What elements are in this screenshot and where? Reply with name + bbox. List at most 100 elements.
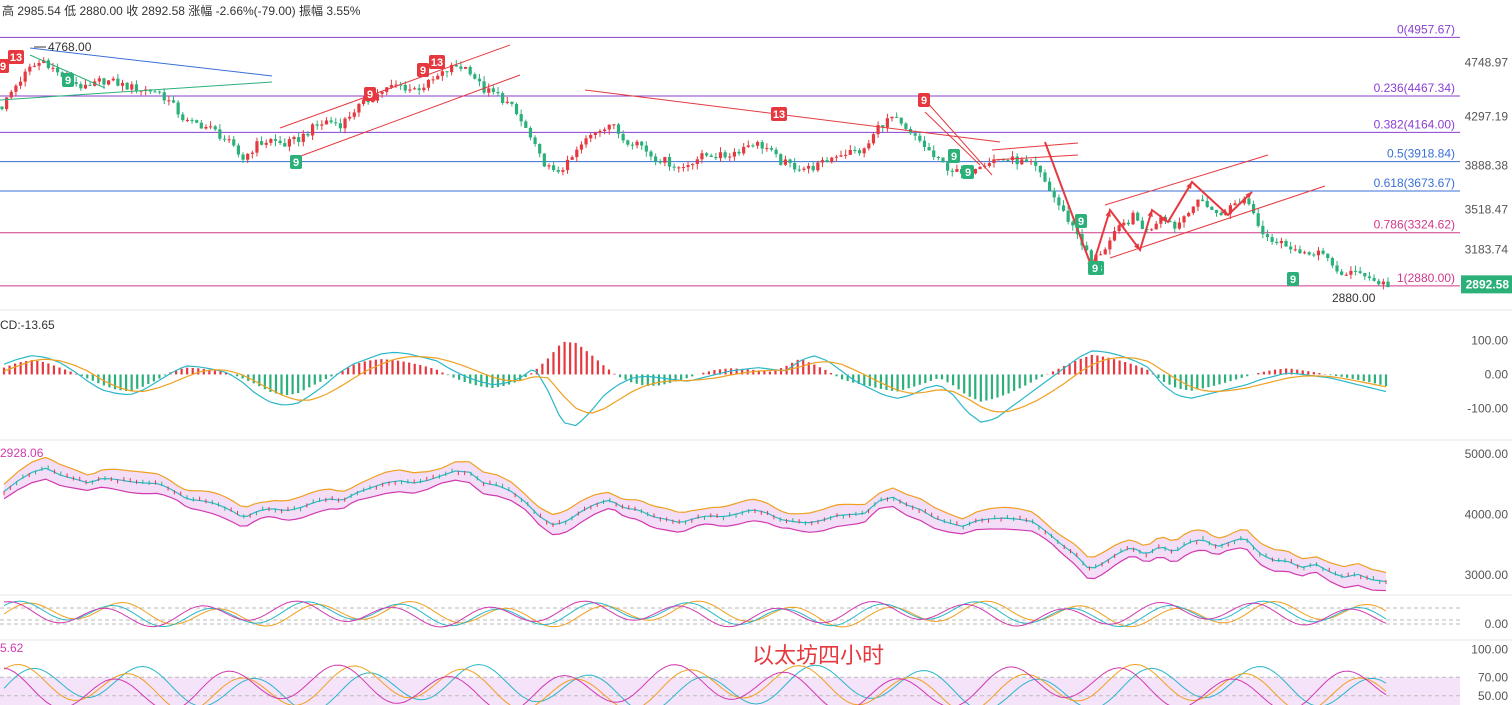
candle-body <box>477 78 482 82</box>
candle-body <box>9 91 13 98</box>
candle-body <box>1196 199 1200 207</box>
rsi-r3-line <box>3 664 1387 705</box>
candle-body <box>287 139 291 147</box>
close-value: 2892.58 <box>141 4 185 18</box>
macd-y-tick-1: 0.00 <box>1485 367 1509 381</box>
candle-body <box>1048 181 1052 191</box>
candle-body <box>107 80 111 85</box>
rsi-r1-line <box>3 663 1387 705</box>
candle-body <box>116 78 120 86</box>
candle-body <box>1242 198 1246 204</box>
candle-body <box>737 151 741 154</box>
candle-body <box>1224 213 1228 216</box>
td-marker-box <box>1089 261 1101 275</box>
candle-body <box>895 116 899 118</box>
candle-body <box>1275 241 1279 244</box>
candle-body <box>195 120 199 123</box>
candle-body <box>334 122 338 124</box>
candle-body <box>565 159 570 171</box>
candle-body <box>259 141 264 145</box>
candle-body <box>857 150 862 154</box>
candle-body <box>408 89 412 91</box>
td-marker-label: 9 <box>921 95 927 107</box>
td-marker-label: 9 <box>367 89 373 101</box>
candle-body <box>445 71 449 73</box>
candle-body <box>399 84 403 86</box>
candle-body <box>630 144 635 146</box>
candle-body <box>575 149 579 158</box>
trend-line-2 <box>29 54 106 89</box>
candle-body <box>691 164 695 166</box>
candle-body <box>728 156 732 158</box>
candle-body <box>473 74 477 79</box>
candle-body <box>987 163 991 166</box>
candle-body <box>375 93 380 101</box>
candle-body <box>14 85 18 92</box>
candle-body <box>1210 206 1214 210</box>
candle-body <box>922 140 927 147</box>
candle-body <box>1131 212 1135 225</box>
candle-body <box>528 127 533 138</box>
candle-body <box>1335 265 1339 272</box>
candle-body <box>616 124 621 134</box>
candle-body <box>348 116 352 119</box>
candle-body <box>102 78 106 85</box>
candle-body <box>1108 240 1112 250</box>
candle-body <box>250 152 254 154</box>
candle-body <box>1340 271 1344 275</box>
candle-body <box>774 149 778 155</box>
candle-body <box>167 100 171 102</box>
rsi-y-tick-0: 100.00 <box>1471 643 1508 657</box>
candle-body <box>524 121 528 128</box>
boll-mid-line <box>3 467 1387 583</box>
high-label: 高 <box>2 4 15 18</box>
candle-body <box>1187 213 1191 217</box>
candle-body <box>468 66 472 75</box>
candle-body <box>658 161 662 163</box>
candle-body <box>111 78 115 81</box>
candle-body <box>1228 205 1232 214</box>
candle-body <box>552 165 556 171</box>
candle-body <box>1099 254 1103 256</box>
candle-body <box>491 88 495 93</box>
low-value: 2880.00 <box>79 4 123 18</box>
candle-body <box>463 66 468 69</box>
trend-line-8 <box>991 142 1079 151</box>
boll-lower-line <box>3 478 1387 592</box>
td-marker-box <box>918 93 930 107</box>
candle-body <box>153 91 157 93</box>
wave-arrow-head <box>1147 210 1153 217</box>
fib-label-3: 0.5(3918.84) <box>1387 147 1455 161</box>
trend-line-5 <box>584 89 1001 143</box>
candle-body <box>769 147 774 150</box>
candle-body <box>640 141 644 146</box>
candle-body <box>1029 161 1033 163</box>
candle-body <box>1200 199 1205 202</box>
candle-body <box>450 64 454 73</box>
td-marker-label: 13 <box>431 57 443 69</box>
candle-body <box>677 167 681 169</box>
trend-line-3 <box>279 44 511 129</box>
candle-body <box>213 126 217 130</box>
candle-body <box>788 159 792 163</box>
candle-body <box>46 60 50 69</box>
macd-dif-line <box>3 350 1387 427</box>
boll-y-tick-1: 4000.00 <box>1465 507 1509 521</box>
candle-body <box>1247 198 1251 205</box>
candle-body <box>130 84 134 90</box>
trend-line-0 <box>29 47 273 77</box>
fib-label-4: 0.618(3673.67) <box>1374 176 1455 190</box>
candle-body <box>811 165 815 171</box>
candle-body <box>871 134 876 144</box>
candle-body <box>510 101 514 104</box>
candle-body <box>417 88 421 91</box>
candle-body <box>732 151 737 157</box>
candle-body <box>839 155 843 157</box>
candle-body <box>890 116 894 119</box>
wave-arrow-head <box>1245 192 1252 199</box>
candle-body <box>412 88 417 90</box>
td-marker-box <box>417 63 429 77</box>
candle-body <box>941 157 945 163</box>
low-marker-label: 2880.00 <box>1332 291 1376 305</box>
